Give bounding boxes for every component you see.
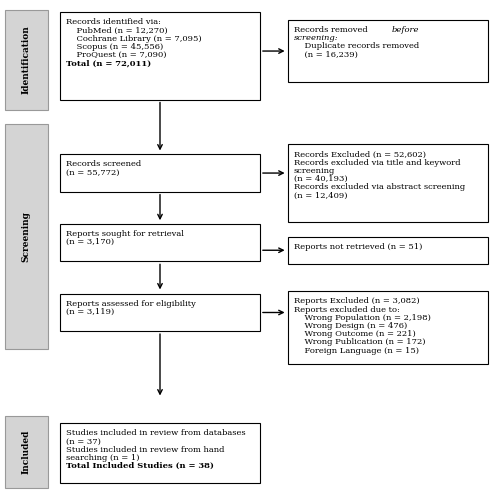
Text: Records identified via:: Records identified via: [66, 18, 161, 26]
Text: Reports not retrieved (n = 51): Reports not retrieved (n = 51) [294, 243, 422, 250]
Text: (n = 3,119): (n = 3,119) [66, 308, 114, 316]
Text: Studies included in review from databases: Studies included in review from database… [66, 429, 246, 437]
Text: searching (n = 1): searching (n = 1) [66, 454, 140, 462]
FancyBboxPatch shape [60, 154, 260, 192]
FancyBboxPatch shape [60, 294, 260, 331]
Text: ProQuest (n = 7,090): ProQuest (n = 7,090) [66, 51, 166, 59]
FancyBboxPatch shape [60, 12, 260, 100]
Text: Total (n = 72,011): Total (n = 72,011) [66, 59, 151, 68]
Text: Records screened: Records screened [66, 160, 142, 168]
Text: screening:: screening: [294, 34, 338, 42]
FancyBboxPatch shape [288, 291, 488, 364]
Text: Wrong Population (n = 2,198): Wrong Population (n = 2,198) [294, 314, 430, 322]
Text: Cochrane Library (n = 7,095): Cochrane Library (n = 7,095) [66, 35, 202, 43]
Text: Studies included in review from hand: Studies included in review from hand [66, 446, 224, 454]
FancyBboxPatch shape [60, 224, 260, 261]
FancyBboxPatch shape [288, 237, 488, 264]
Text: (n = 37): (n = 37) [66, 438, 101, 446]
Text: (n = 55,772): (n = 55,772) [66, 168, 120, 177]
Text: Reports assessed for eligibility: Reports assessed for eligibility [66, 300, 196, 308]
Text: (n = 40,193): (n = 40,193) [294, 175, 347, 183]
Text: Wrong Outcome (n = 221): Wrong Outcome (n = 221) [294, 330, 415, 338]
Text: (n = 12,409): (n = 12,409) [294, 191, 347, 200]
Text: Duplicate records removed: Duplicate records removed [294, 42, 419, 50]
Text: Wrong Design (n = 476): Wrong Design (n = 476) [294, 322, 407, 330]
FancyBboxPatch shape [288, 144, 488, 222]
Text: Scopus (n = 45,556): Scopus (n = 45,556) [66, 43, 163, 51]
Text: Identification: Identification [22, 25, 31, 94]
Text: Reports Excluded (n = 3,082): Reports Excluded (n = 3,082) [294, 297, 419, 305]
FancyBboxPatch shape [5, 124, 48, 349]
Text: Wrong Publication (n = 172): Wrong Publication (n = 172) [294, 339, 425, 347]
Text: (n = 3,170): (n = 3,170) [66, 239, 114, 247]
Text: Records removed: Records removed [294, 26, 370, 34]
FancyBboxPatch shape [5, 10, 48, 110]
Text: Screening: Screening [22, 211, 31, 262]
FancyBboxPatch shape [60, 423, 260, 483]
Text: Included: Included [22, 430, 31, 474]
Text: Records Excluded (n = 52,602): Records Excluded (n = 52,602) [294, 150, 426, 158]
Text: Foreign Language (n = 15): Foreign Language (n = 15) [294, 347, 418, 355]
Text: Reports excluded due to:: Reports excluded due to: [294, 305, 400, 314]
FancyBboxPatch shape [5, 416, 48, 488]
Text: before: before [392, 26, 419, 34]
Text: (n = 16,239): (n = 16,239) [294, 50, 358, 59]
Text: PubMed (n = 12,270): PubMed (n = 12,270) [66, 26, 168, 35]
Text: Records excluded via abstract screening: Records excluded via abstract screening [294, 183, 465, 191]
Text: Reports sought for retrieval: Reports sought for retrieval [66, 230, 184, 238]
Text: screening: screening [294, 167, 335, 175]
FancyBboxPatch shape [288, 20, 488, 82]
Text: Total Included Studies (n = 38): Total Included Studies (n = 38) [66, 462, 214, 470]
Text: Records excluded via title and keyword: Records excluded via title and keyword [294, 158, 460, 167]
